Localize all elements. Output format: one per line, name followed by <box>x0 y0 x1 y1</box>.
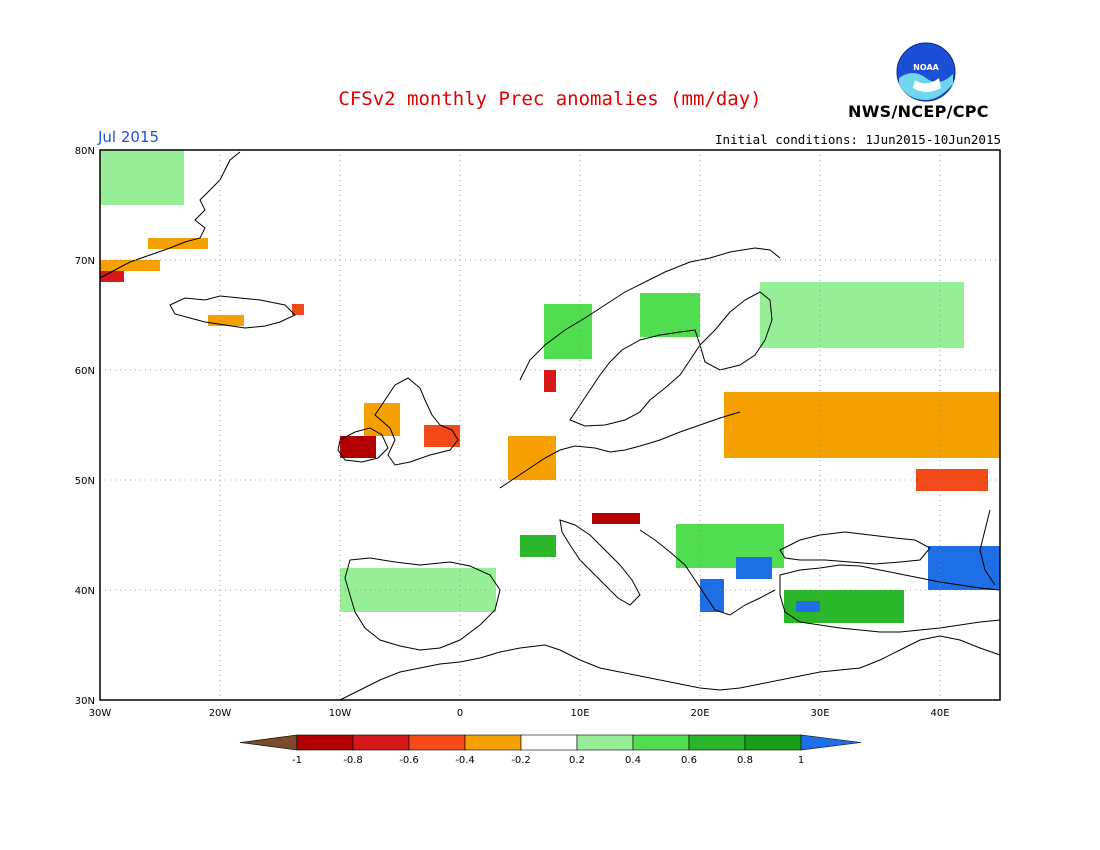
logo-text: NOAA <box>913 63 939 72</box>
coast-ireland <box>337 427 389 463</box>
colorbar-arrow-high <box>800 734 862 751</box>
lon-label: 20W <box>209 708 232 719</box>
anomaly-cell <box>916 469 988 491</box>
coast-east-med <box>859 635 1001 669</box>
colorbar-swatch <box>688 734 746 751</box>
anomaly-cell <box>340 436 376 458</box>
coast-greenland <box>99 151 241 279</box>
lat-label: 60N <box>75 366 95 377</box>
colorbar-swatch <box>464 734 522 751</box>
colorbar-label: 0.6 <box>681 755 697 766</box>
coast-caspian <box>979 509 996 586</box>
anomaly-cell <box>292 304 304 315</box>
lon-label: 0 <box>457 708 463 719</box>
lat-axis: 80N 70N 60N 50N 40N 30N <box>75 146 95 707</box>
map-frame <box>99 149 1001 701</box>
anomaly-cell <box>424 425 460 447</box>
coast-norway <box>519 247 781 381</box>
anomaly-cell <box>364 403 400 436</box>
colorbar-swatch <box>296 734 354 751</box>
anomaly-cell <box>148 238 208 249</box>
colorbar-label: -1 <box>292 755 302 766</box>
lat-label: 40N <box>75 586 95 597</box>
initial-conditions-label: Initial conditions: 1Jun2015-10Jun2015 <box>715 132 1001 147</box>
coast-balkans <box>639 529 776 616</box>
colorbar-label: -0.2 <box>511 755 531 766</box>
colorbar-label: -0.4 <box>455 755 475 766</box>
anomaly-cell <box>520 535 556 557</box>
anomaly-cell <box>724 392 1000 458</box>
coastlines <box>99 151 1001 701</box>
anomaly-cell <box>208 315 244 326</box>
lon-label: 30E <box>810 708 829 719</box>
colorbar-label: -0.8 <box>343 755 363 766</box>
colorbar-arrow-low <box>239 734 298 751</box>
anomaly-cell <box>592 513 640 524</box>
colorbar-label: 0.4 <box>625 755 641 766</box>
coast-north-africa <box>339 644 861 701</box>
anomaly-cell <box>100 271 124 282</box>
coast-black-sea <box>779 531 931 565</box>
anomaly-cell <box>508 436 556 480</box>
colorbar-swatch <box>576 734 634 751</box>
month-label: Jul 2015 <box>98 128 160 146</box>
colorbar-swatch <box>408 734 466 751</box>
colorbar-swatch <box>520 734 578 751</box>
anomaly-cell <box>340 568 496 612</box>
coast-iceland <box>169 295 296 329</box>
anomaly-cells <box>100 150 1000 623</box>
anomaly-cell <box>700 579 724 612</box>
lon-label: 20E <box>690 708 709 719</box>
graticule <box>100 150 1000 700</box>
lon-label: 40E <box>930 708 949 719</box>
noaa-logo-icon: NOAA <box>896 42 956 102</box>
anomaly-cell <box>760 282 964 348</box>
anomaly-cell <box>928 546 1000 590</box>
anomaly-cell <box>544 304 592 359</box>
anomaly-cell <box>100 150 184 205</box>
lon-label: 10E <box>570 708 589 719</box>
agency-label: NWS/NCEP/CPC <box>848 102 989 121</box>
colorbar: -1 -0.8 -0.6 -0.4 -0.2 0.2 0.4 0.6 0.8 1 <box>239 734 862 766</box>
coast-continent-north <box>499 411 741 489</box>
colorbar-label: -0.6 <box>399 755 419 766</box>
coast-iberia <box>344 557 501 651</box>
colorbar-swatch <box>632 734 690 751</box>
anomaly-cell <box>796 601 820 612</box>
anomaly-cell <box>544 370 556 392</box>
coast-britain <box>374 377 459 466</box>
colorbar-swatch <box>744 734 802 751</box>
coast-italy <box>559 519 641 606</box>
lat-label: 80N <box>75 146 95 157</box>
anomaly-cell <box>100 260 160 271</box>
anomaly-cell <box>736 557 772 579</box>
lon-label: 10W <box>329 708 352 719</box>
coast-sweden <box>569 329 701 427</box>
anomaly-cell <box>640 293 700 337</box>
lon-axis: 30W 20W 10W 0 10E 20E 30E 40E <box>89 708 950 719</box>
lat-label: 70N <box>75 256 95 267</box>
colorbar-label: 0.2 <box>569 755 585 766</box>
colorbar-swatch <box>352 734 410 751</box>
lon-label: 30W <box>89 708 112 719</box>
colorbar-label: 0.8 <box>737 755 753 766</box>
colorbar-label: 1 <box>798 755 804 766</box>
chart-title: CFSv2 monthly Prec anomalies (mm/day) <box>338 88 762 110</box>
lat-label: 50N <box>75 476 95 487</box>
coast-turkey <box>779 564 1001 633</box>
lat-label: 30N <box>75 696 95 707</box>
